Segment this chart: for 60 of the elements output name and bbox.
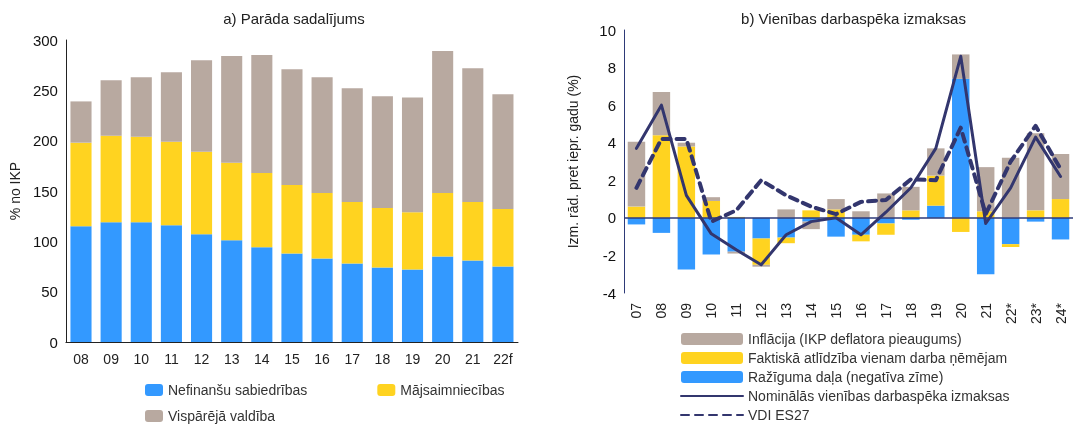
x-tick-label: 12 bbox=[753, 302, 770, 319]
x-tick-label: 14 bbox=[254, 351, 270, 367]
y-tick-label: 250 bbox=[32, 81, 58, 99]
x-tick-label: 11 bbox=[728, 302, 745, 318]
legend-label: VDI ES27 bbox=[748, 407, 810, 423]
x-tick-label: 09 bbox=[103, 351, 120, 367]
y-tick-label: 6 bbox=[607, 96, 616, 114]
x-tick-label: 08 bbox=[653, 302, 670, 319]
x-tick-label: 21 bbox=[977, 302, 994, 319]
x-tick-label: 08 bbox=[73, 351, 89, 367]
x-tick-label: 10 bbox=[703, 302, 720, 319]
x-tick-label: 20 bbox=[434, 351, 451, 367]
x-tick-label: 18 bbox=[902, 302, 919, 319]
legend-label: Nominālās vienības darbaspēka izmaksas bbox=[748, 388, 1010, 404]
chart-title: a) Parāda sadalījums bbox=[223, 10, 365, 27]
y-tick-label: 0 bbox=[607, 209, 616, 227]
x-tick-label: 13 bbox=[223, 351, 240, 367]
x-tick-label: 17 bbox=[344, 351, 361, 367]
x-tick-label: 19 bbox=[404, 351, 421, 367]
y-tick-label: 150 bbox=[32, 182, 58, 200]
x-tick-label: 22f bbox=[493, 351, 513, 367]
legend-label: Ražīguma daļa (negatīva zīme) bbox=[748, 369, 944, 385]
y-tick-label: 10 bbox=[599, 21, 616, 39]
legend-label: Vispārējā valdība bbox=[168, 408, 276, 424]
legend-label: Mājsaimniecības bbox=[400, 382, 505, 398]
legend-label: Inflācija (IKP deflatora pieaugums) bbox=[748, 331, 962, 347]
x-tick-label: 11 bbox=[164, 351, 179, 367]
x-tick-label: 21 bbox=[465, 351, 481, 367]
chart-title: b) Vienības darbaspēka izmaksas bbox=[741, 10, 966, 27]
y-tick-label: 200 bbox=[32, 132, 58, 150]
x-tick-label: 16 bbox=[852, 302, 869, 319]
x-tick-label: 19 bbox=[927, 302, 944, 319]
x-tick-label: 24* bbox=[1052, 302, 1069, 325]
y-tick-label: 300 bbox=[32, 31, 58, 49]
y-tick-label: -2 bbox=[602, 246, 616, 264]
x-tick-label: 10 bbox=[133, 351, 150, 367]
x-tick-label: 13 bbox=[778, 302, 795, 319]
x-tick-label: 15 bbox=[284, 351, 300, 367]
x-tick-label: 09 bbox=[678, 302, 695, 319]
x-tick-label: 07 bbox=[628, 302, 645, 319]
x-tick-label: 22* bbox=[1002, 302, 1019, 325]
y-tick-label: 100 bbox=[32, 232, 58, 250]
legend-label: Faktiskā atlīdzība vienam darba ņēmējam bbox=[748, 350, 1008, 366]
x-tick-label: 20 bbox=[952, 302, 969, 319]
x-tick-label: 15 bbox=[828, 302, 845, 319]
y-tick-label: 4 bbox=[607, 134, 616, 152]
y-tick-label: 50 bbox=[41, 283, 58, 301]
legend-label: Nefinanšu sabiedrības bbox=[168, 382, 308, 398]
y-tick-label: -4 bbox=[602, 284, 616, 302]
y-axis-title: % no IKP bbox=[7, 161, 23, 221]
x-tick-label: 12 bbox=[193, 351, 210, 367]
x-tick-label: 16 bbox=[314, 351, 331, 367]
x-tick-label: 17 bbox=[877, 302, 894, 319]
x-tick-label: 23* bbox=[1027, 302, 1044, 325]
y-tick-label: 8 bbox=[607, 59, 616, 77]
x-tick-label: 18 bbox=[374, 351, 391, 367]
y-tick-label: 2 bbox=[607, 171, 616, 189]
y-axis-title: Izm. rād. pret iepr. gadu (%) bbox=[565, 74, 581, 249]
y-tick-label: 0 bbox=[49, 333, 58, 351]
x-tick-label: 14 bbox=[803, 302, 820, 319]
